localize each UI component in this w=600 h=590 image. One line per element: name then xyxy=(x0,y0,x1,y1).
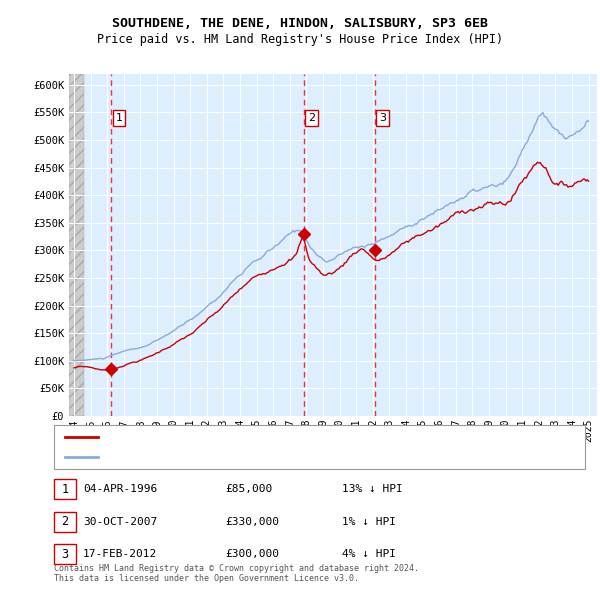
Text: 3: 3 xyxy=(379,113,386,123)
Text: 30-OCT-2007: 30-OCT-2007 xyxy=(83,517,157,527)
Text: 1: 1 xyxy=(115,113,122,123)
Text: 4% ↓ HPI: 4% ↓ HPI xyxy=(342,549,396,559)
Text: SOUTHDENE, THE DENE, HINDON, SALISBURY, SP3 6EB (detached house): SOUTHDENE, THE DENE, HINDON, SALISBURY, … xyxy=(103,432,487,442)
Text: £300,000: £300,000 xyxy=(225,549,279,559)
Text: 17-FEB-2012: 17-FEB-2012 xyxy=(83,549,157,559)
Text: £85,000: £85,000 xyxy=(225,484,272,494)
Text: 1: 1 xyxy=(61,483,68,496)
Text: 2: 2 xyxy=(61,515,68,529)
Bar xyxy=(69,74,83,416)
Text: 13% ↓ HPI: 13% ↓ HPI xyxy=(342,484,403,494)
Text: HPI: Average price, detached house, Wiltshire: HPI: Average price, detached house, Wilt… xyxy=(103,452,373,462)
Text: £330,000: £330,000 xyxy=(225,517,279,527)
Text: 04-APR-1996: 04-APR-1996 xyxy=(83,484,157,494)
Text: Contains HM Land Registry data © Crown copyright and database right 2024.
This d: Contains HM Land Registry data © Crown c… xyxy=(54,563,419,583)
Text: SOUTHDENE, THE DENE, HINDON, SALISBURY, SP3 6EB: SOUTHDENE, THE DENE, HINDON, SALISBURY, … xyxy=(112,17,488,30)
Text: Price paid vs. HM Land Registry's House Price Index (HPI): Price paid vs. HM Land Registry's House … xyxy=(97,33,503,46)
Text: 2: 2 xyxy=(308,113,315,123)
Text: 1% ↓ HPI: 1% ↓ HPI xyxy=(342,517,396,527)
Text: 3: 3 xyxy=(61,548,68,561)
